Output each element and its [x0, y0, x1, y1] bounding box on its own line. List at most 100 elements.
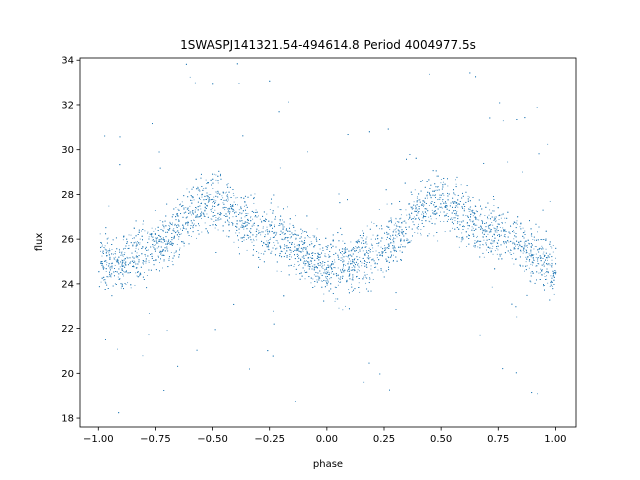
data-point: [250, 217, 251, 218]
data-point: [425, 211, 426, 212]
data-point: [226, 192, 227, 193]
data-point: [252, 242, 253, 243]
data-point: [518, 246, 519, 247]
data-point: [547, 264, 548, 265]
data-point: [506, 241, 507, 242]
data-point: [174, 225, 175, 226]
data-point: [326, 268, 327, 269]
data-point: [358, 263, 359, 264]
data-point: [432, 210, 433, 211]
data-point: [233, 195, 234, 196]
data-point: [527, 245, 528, 246]
data-point: [523, 249, 524, 250]
data-point: [551, 248, 552, 249]
data-point: [169, 226, 170, 227]
data-point: [537, 393, 538, 394]
data-point: [513, 249, 514, 250]
data-point: [370, 257, 371, 258]
data-point: [277, 240, 278, 241]
data-point: [219, 217, 220, 218]
data-point: [210, 194, 211, 195]
data-point: [303, 251, 304, 252]
data-point: [530, 249, 531, 250]
data-point: [114, 257, 115, 258]
data-point: [187, 188, 188, 189]
data-point: [513, 230, 514, 231]
data-point: [494, 217, 495, 218]
data-point: [314, 264, 315, 265]
data-point: [318, 265, 319, 266]
data-point: [342, 255, 343, 256]
data-point: [494, 228, 495, 229]
data-point: [550, 275, 551, 276]
data-point: [234, 242, 235, 243]
data-point: [288, 237, 289, 238]
data-point: [358, 269, 359, 270]
data-point: [163, 242, 164, 243]
data-point: [395, 238, 396, 239]
data-point: [384, 248, 385, 249]
data-point: [194, 224, 195, 225]
data-point: [215, 228, 216, 229]
data-point: [209, 194, 210, 195]
data-point: [478, 220, 479, 221]
data-point: [226, 236, 227, 237]
data-point: [213, 197, 214, 198]
data-point: [172, 261, 173, 262]
data-point: [375, 262, 376, 263]
data-point: [359, 282, 360, 283]
data-point: [228, 221, 229, 222]
data-point: [536, 254, 537, 255]
data-point: [235, 198, 236, 199]
data-point: [417, 233, 418, 234]
data-point: [224, 207, 225, 208]
data-point: [477, 236, 478, 237]
data-point: [386, 239, 387, 240]
data-point: [393, 261, 394, 262]
data-point: [377, 257, 378, 258]
data-point: [401, 244, 402, 245]
data-point: [451, 218, 452, 219]
data-point: [387, 204, 388, 205]
data-point: [214, 174, 215, 175]
data-point: [530, 253, 531, 254]
data-point: [154, 245, 155, 246]
data-point: [497, 232, 498, 233]
data-point: [335, 267, 336, 268]
data-point: [496, 229, 497, 230]
data-point: [526, 249, 527, 250]
data-point: [530, 273, 531, 274]
data-point: [110, 266, 111, 267]
data-point: [322, 281, 323, 282]
data-point: [529, 255, 530, 256]
data-point: [339, 249, 340, 250]
data-point: [411, 240, 412, 241]
data-point: [470, 221, 471, 222]
data-point: [485, 231, 486, 232]
data-point: [538, 273, 539, 274]
data-point: [289, 223, 290, 224]
data-point: [362, 238, 363, 239]
data-point: [442, 201, 443, 202]
data-point: [358, 252, 359, 253]
data-point: [192, 211, 193, 212]
data-point: [303, 257, 304, 258]
data-point: [179, 236, 180, 237]
data-point: [294, 264, 295, 265]
data-point: [469, 211, 470, 212]
data-point: [457, 204, 458, 205]
data-point: [532, 239, 533, 240]
data-point: [382, 238, 383, 239]
data-point: [535, 266, 536, 267]
data-point: [177, 199, 178, 200]
data-point: [532, 265, 533, 266]
data-point: [550, 201, 551, 202]
data-point: [289, 256, 290, 257]
data-point: [547, 144, 548, 145]
data-point: [495, 230, 496, 231]
data-point: [227, 201, 228, 202]
data-point: [260, 234, 261, 235]
data-point: [531, 256, 532, 257]
data-point: [158, 241, 159, 242]
data-point: [437, 199, 438, 200]
